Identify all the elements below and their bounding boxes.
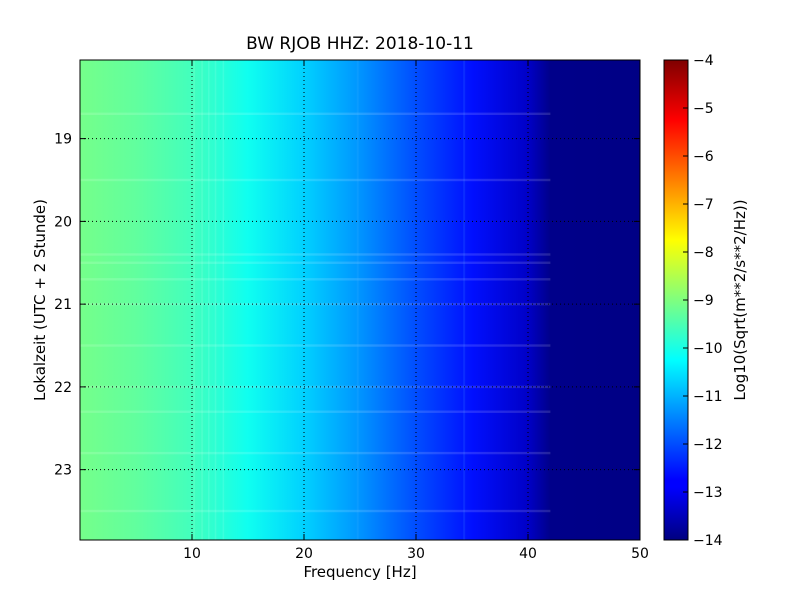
bright-band: [80, 509, 551, 513]
colorbar-tick-label: −6: [693, 149, 714, 165]
frequency-streak: [214, 60, 217, 540]
colorbar-label: Log10(Sqrt(m**2/s**2/Hz)): [731, 199, 749, 400]
colorbar-tick-label: −14: [693, 533, 723, 549]
colorbar: −4 −5 −6 −7 −8 −9 −10 −11 −12 −13 −14 Log10(Sqrt(m…: [663, 53, 749, 549]
x-tick-label: 20: [295, 546, 313, 562]
bright-band: [80, 302, 551, 306]
x-tick-label: 50: [631, 546, 649, 562]
bright-band: [80, 253, 551, 256]
grid-lines: [80, 60, 640, 540]
frequency-streak: [356, 60, 359, 540]
bright-band: [80, 112, 551, 115]
bright-band: [80, 410, 551, 413]
frequency-streak: [193, 60, 196, 540]
y-axis-label: Lokalzeit (UTC + 2 Stunde): [31, 199, 49, 401]
y-tick-label: 20: [54, 214, 72, 230]
frequency-streak: [201, 60, 203, 540]
plot-frame: [79, 59, 641, 541]
y-tick-label: 19: [54, 132, 72, 148]
y-tick-label: 22: [54, 380, 72, 396]
bright-band: [80, 344, 551, 347]
x-tick-label: 10: [183, 546, 201, 562]
colorbar-tick-label: −10: [693, 341, 723, 357]
x-tick-label: 40: [519, 546, 537, 562]
x-axis-ticks: 10 20 30 40 50: [183, 60, 649, 562]
bright-band: [80, 451, 551, 455]
x-axis-label: Frequency [Hz]: [303, 563, 416, 581]
colorbar-tick-label: −11: [693, 389, 723, 405]
y-axis-ticks: 19 20 21 22 23: [54, 132, 640, 479]
frequency-streak: [208, 60, 210, 540]
heatmap-texture: [80, 60, 551, 540]
bright-band: [80, 178, 551, 182]
colorbar-tick-label: −5: [693, 101, 714, 117]
frequency-streak: [463, 60, 466, 540]
colorbar-tick-label: −9: [693, 293, 714, 309]
frequency-streak: [222, 60, 225, 540]
chart-title: BW RJOB HHZ: 2018-10-11: [246, 34, 474, 54]
bright-band: [80, 261, 551, 264]
colorbar-tick-label: −7: [693, 197, 714, 213]
colorbar-tick-label: −8: [693, 245, 714, 261]
y-tick-label: 21: [54, 297, 72, 313]
colorbar-tick-label: −13: [693, 485, 723, 501]
colorbar-tick-label: −4: [693, 53, 714, 69]
y-tick-label: 23: [54, 463, 72, 479]
heatmap-background: [80, 60, 640, 540]
bright-band: [80, 278, 551, 281]
x-tick-label: 30: [407, 546, 425, 562]
plot-area: 10 20 30 40 50 19 20 21 22 23: [54, 59, 649, 562]
colorbar-ticks: −4 −5 −6 −7 −8 −9 −10 −11 −12 −13 −14: [683, 53, 723, 549]
colorbar-tick-label: −12: [693, 437, 723, 453]
bright-band: [80, 385, 551, 389]
